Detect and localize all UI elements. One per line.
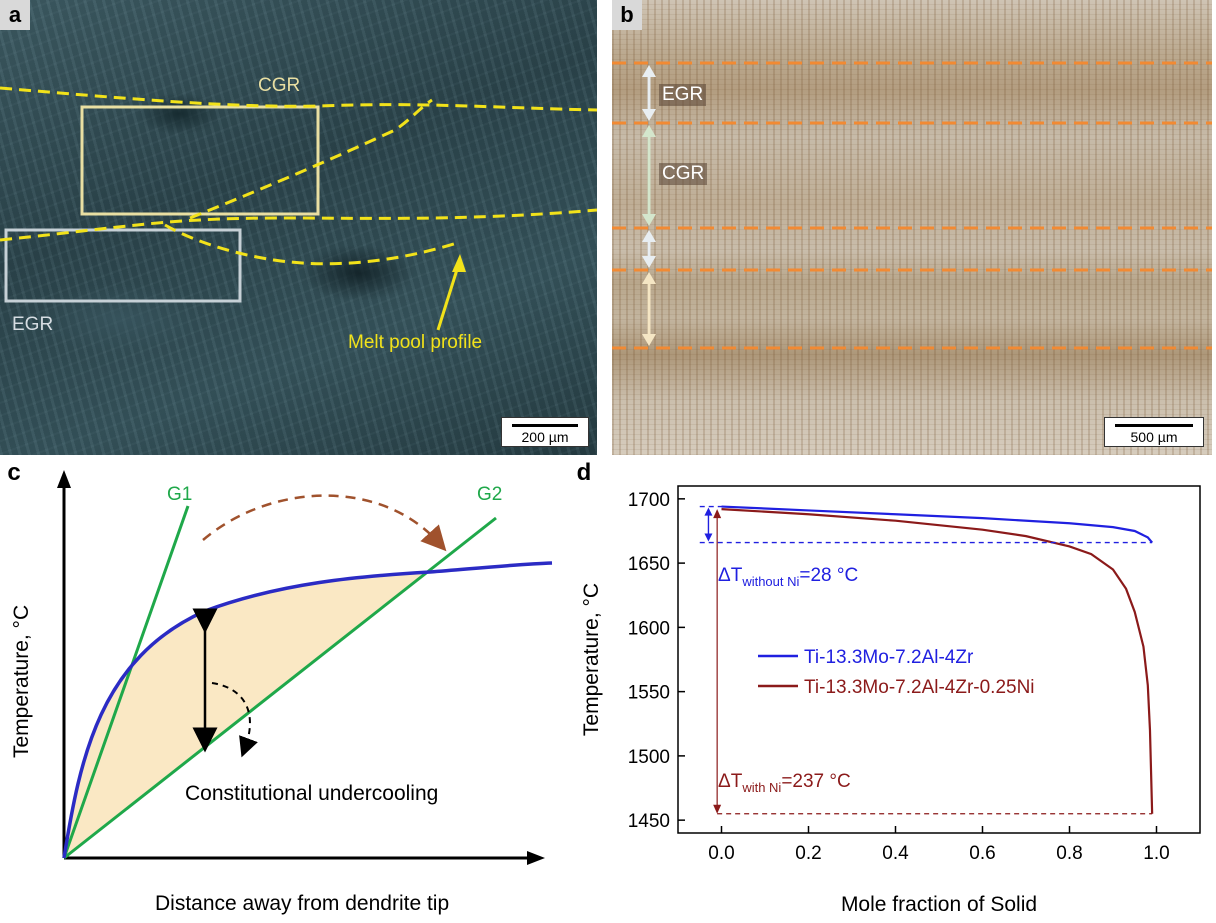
- cgr-label-b: CGR: [659, 163, 708, 185]
- chart-frame: [677, 485, 1201, 834]
- x-tick-label: 0.4: [882, 843, 909, 864]
- dt-with-arrow-head-top: [713, 509, 722, 519]
- series-line-1: [721, 508, 1154, 814]
- scale-bar-line-b: [1115, 424, 1193, 427]
- y-tick-label: 1600: [628, 618, 670, 639]
- d-x-label: Mole fraction of Solid: [841, 893, 1037, 916]
- panel-letter-d: d: [576, 459, 592, 486]
- cgr-label-a: CGR: [258, 75, 301, 96]
- egr-label-a: EGR: [12, 314, 54, 335]
- liquidus-curve: [62, 561, 553, 859]
- x-tick-label: 0.6: [969, 843, 995, 864]
- chart-legend: Ti-13.3Mo-7.2Al-4Zr Ti-13.3Mo-7.2Al-4Zr-…: [758, 647, 1035, 698]
- melt-pool-line-lower: [0, 208, 597, 242]
- chart-panel-d: 0.0 0.2 0.4 0.6 0.8 1.0 1450 1500 1550 1600 1650 17…: [570, 458, 1216, 923]
- panel-a-overlay: [0, 86, 597, 331]
- series-line-0: [721, 505, 1153, 544]
- y-tick-label: 1500: [628, 747, 670, 768]
- dt-without-label: ΔTwithout Ni=28 °C: [718, 565, 858, 589]
- dt-with-arrow-head-bottom: [713, 804, 722, 814]
- g2-label: G2: [477, 484, 502, 505]
- egr-label-b: EGR: [659, 84, 707, 106]
- dt-with-value: =237 °C: [781, 771, 850, 792]
- g1-line: [62, 505, 190, 859]
- scale-bar-b: 500 µm: [1104, 417, 1204, 447]
- scale-bar-a: 200 µm: [501, 417, 589, 447]
- x-tick-label: 0.2: [795, 843, 821, 864]
- dt-without-arrow-head-top: [704, 507, 713, 516]
- melt-pool-line-bottom: [164, 223, 461, 266]
- dt-without-prefix: ΔT: [718, 565, 743, 586]
- x-tick-label: 1.0: [1143, 843, 1169, 864]
- dt-with-sub: with Ni: [741, 780, 781, 795]
- melt-pool-line-mid: [189, 98, 433, 220]
- melt-pool-pointer-head: [452, 254, 466, 272]
- panel-letter-c: c: [7, 459, 21, 486]
- panel-c-diagram: G1 G2 Constitutional undercooling Distan…: [10, 470, 553, 915]
- c-x-label: Distance away from dendrite tip: [155, 892, 449, 915]
- micrograph-panel-b: b EGR CGR 500 µm: [612, 0, 1212, 455]
- c-y-axis-head: [57, 470, 71, 488]
- scale-bar-text-a: 200 µm: [521, 429, 569, 445]
- micrograph-panel-a: a CGR EGR Melt pool profile 200 µm: [0, 0, 597, 455]
- dt-without-value: =28 °C: [799, 565, 858, 586]
- g1-label: G1: [167, 484, 192, 505]
- y-tick-label: 1650: [628, 554, 670, 575]
- d-y-label: Temperature, °C: [580, 583, 603, 736]
- scale-bar-text-b: 500 µm: [1130, 429, 1178, 445]
- c-x-axis-head: [527, 851, 545, 865]
- dt-with-prefix: ΔT: [718, 771, 743, 792]
- y-tick-label: 1700: [628, 490, 670, 511]
- x-tick-label: 0.0: [708, 843, 734, 864]
- panel-letter-a: a: [0, 0, 30, 30]
- c-y-label: Temperature, °C: [10, 605, 33, 758]
- dt-without-sub: without Ni: [741, 574, 799, 589]
- undercooling-label: Constitutional undercooling: [185, 782, 438, 805]
- x-tick-label: 0.8: [1056, 843, 1082, 864]
- legend-label-0: Ti-13.3Mo-7.2Al-4Zr: [804, 647, 974, 668]
- dt-without-arrow-head-bottom: [704, 533, 713, 542]
- egr-region-box: [4, 228, 242, 303]
- dt-with-label: ΔTwith Ni=237 °C: [718, 771, 851, 795]
- scale-bar-line-a: [512, 424, 578, 427]
- temperature-chart: 0.0 0.2 0.4 0.6 0.8 1.0 1450 1500 1550 1600 1650 17…: [580, 485, 1201, 916]
- cgr-region-box: [80, 105, 320, 216]
- gradient-transition-arrow: [202, 494, 447, 552]
- y-tick-label: 1450: [628, 811, 670, 832]
- legend-label-1: Ti-13.3Mo-7.2Al-4Zr-0.25Ni: [804, 677, 1035, 698]
- y-tick-label: 1550: [628, 683, 670, 704]
- schematic-panel-c: G1 G2 Constitutional undercooling Distan…: [0, 458, 570, 923]
- melt-pool-label: Melt pool profile: [348, 332, 483, 353]
- g2-line: [63, 516, 497, 860]
- panel-b-overlay: [612, 61, 1212, 350]
- panel-letter-b: b: [612, 0, 642, 30]
